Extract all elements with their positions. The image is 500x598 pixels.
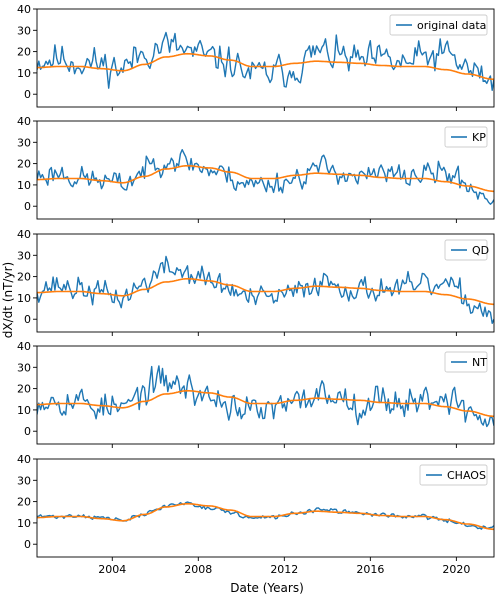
legend-label: original data bbox=[417, 19, 486, 32]
y-tick-label: 0 bbox=[24, 88, 31, 101]
series-line-5 bbox=[37, 501, 494, 530]
y-tick-label: 10 bbox=[17, 292, 31, 305]
x-axis-label: Date (Years) bbox=[230, 581, 304, 595]
x-tick-label: 2004 bbox=[98, 563, 126, 576]
legend-label: CHAOS bbox=[447, 469, 486, 482]
y-axis-label: dX/dt (nT/yr) bbox=[1, 262, 15, 338]
plot-frame-5 bbox=[36, 458, 495, 558]
legend-2: KP bbox=[444, 126, 488, 148]
panel-3: 0 10 20 30 40 QD bbox=[17, 228, 495, 336]
model-line-4 bbox=[37, 389, 494, 418]
y-tick-label: 40 bbox=[17, 228, 31, 241]
plot-frame-4 bbox=[36, 345, 495, 445]
legend-1: original data bbox=[389, 14, 488, 36]
model-line-2 bbox=[37, 164, 494, 193]
y-tick-label: 0 bbox=[24, 538, 31, 551]
y-tick-label: 40 bbox=[17, 3, 31, 16]
panels: 0 10 20 30 40 original data 0 10 20 30 40 KP 0 10 20 30… bbox=[17, 3, 495, 576]
y-tick-label: 20 bbox=[17, 496, 31, 509]
series-line-2 bbox=[37, 148, 494, 205]
panel-2: 0 10 20 30 40 KP bbox=[17, 115, 495, 223]
y-tick-label: 20 bbox=[17, 383, 31, 396]
panel-1: 0 10 20 30 40 original data bbox=[17, 3, 495, 111]
y-tick-label: 20 bbox=[17, 158, 31, 171]
x-tick-label: 2008 bbox=[184, 563, 212, 576]
series-line-3 bbox=[37, 255, 494, 324]
y-tick-label: 30 bbox=[17, 24, 31, 37]
y-tick-label: 10 bbox=[17, 67, 31, 80]
y-tick-label: 30 bbox=[17, 249, 31, 262]
y-tick-label: 40 bbox=[17, 453, 31, 466]
legend-5: CHAOS bbox=[419, 464, 488, 486]
y-tick-label: 40 bbox=[17, 340, 31, 353]
y-tick-label: 30 bbox=[17, 474, 31, 487]
y-tick-label: 0 bbox=[24, 313, 31, 326]
plot-frame-3 bbox=[36, 233, 495, 333]
model-line-5 bbox=[37, 502, 494, 531]
model-line-3 bbox=[37, 277, 494, 306]
y-tick-label: 40 bbox=[17, 115, 31, 128]
x-tick-label: 2012 bbox=[270, 563, 298, 576]
legend-box bbox=[389, 14, 488, 36]
model-line-1 bbox=[37, 52, 494, 81]
legend-label: QD bbox=[472, 244, 489, 257]
panel-5: 0 10 20 30 40 2004 2008 2012 2016 2020 CHAOS bbox=[17, 453, 495, 576]
legend-4: NT bbox=[444, 351, 488, 373]
legend-label: NT bbox=[472, 356, 487, 369]
y-tick-label: 10 bbox=[17, 517, 31, 530]
plot-frame-2 bbox=[36, 120, 495, 220]
panel-4: 0 10 20 30 40 NT bbox=[17, 340, 495, 448]
y-tick-label: 0 bbox=[24, 200, 31, 213]
y-tick-label: 20 bbox=[17, 46, 31, 59]
y-tick-label: 20 bbox=[17, 271, 31, 284]
x-tick-label: 2020 bbox=[442, 563, 470, 576]
y-tick-label: 10 bbox=[17, 179, 31, 192]
legend-box bbox=[419, 464, 488, 486]
y-tick-label: 30 bbox=[17, 361, 31, 374]
plot-frame-1 bbox=[36, 8, 495, 108]
legend-3: QD bbox=[444, 239, 489, 261]
y-tick-label: 10 bbox=[17, 404, 31, 417]
series-line-1 bbox=[37, 31, 494, 92]
y-tick-label: 0 bbox=[24, 425, 31, 438]
series-line-4 bbox=[37, 365, 494, 428]
y-tick-label: 30 bbox=[17, 136, 31, 149]
x-tick-label: 2016 bbox=[356, 563, 384, 576]
legend-label: KP bbox=[472, 131, 486, 144]
